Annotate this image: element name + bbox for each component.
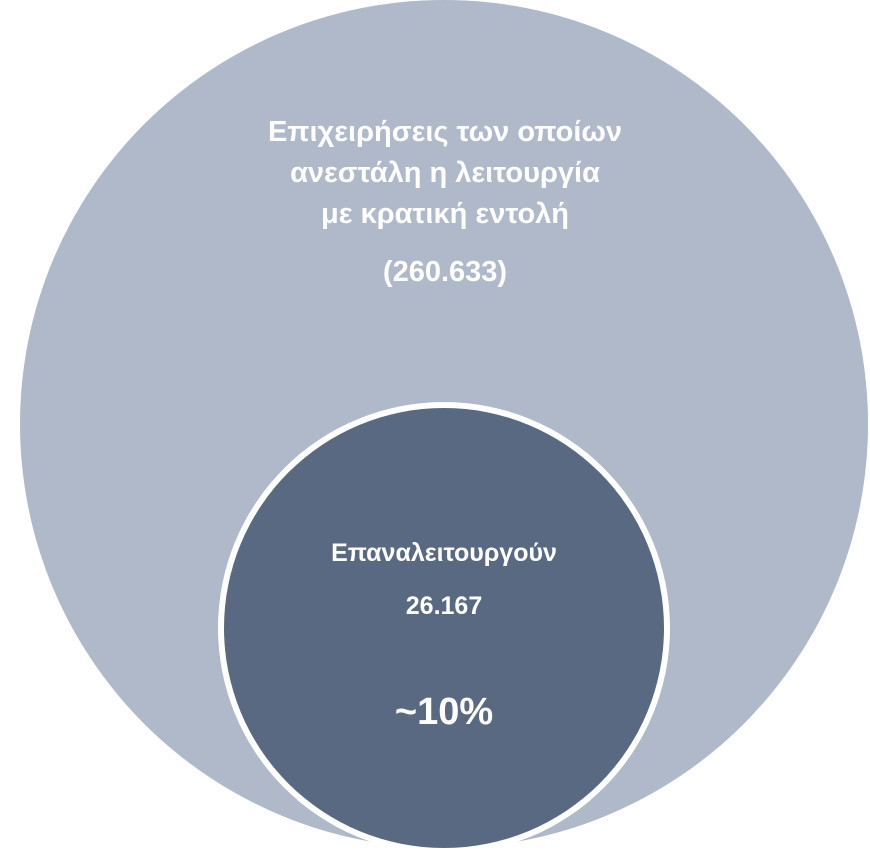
inner-circle-count: 26.167 xyxy=(405,592,483,620)
outer-label-line-1: Επιχειρήσεις των οποίων xyxy=(267,116,623,148)
outer-circle-count: (260.633) xyxy=(382,256,508,288)
inner-circle-percent: ~10% xyxy=(394,691,494,733)
outer-label-line-2: ανεστάλη η λειτουργία xyxy=(290,157,600,189)
inner-circle-reopened-businesses xyxy=(224,408,664,848)
inner-circle-border xyxy=(218,402,670,853)
outer-circle-label: Επιχειρήσεις των οποίων ανεστάλη η λειτο… xyxy=(200,112,690,235)
inner-circle-label: Επαναλειτουργούν xyxy=(331,539,557,567)
outer-label-line-3: με κρατική εντολή xyxy=(320,198,570,230)
